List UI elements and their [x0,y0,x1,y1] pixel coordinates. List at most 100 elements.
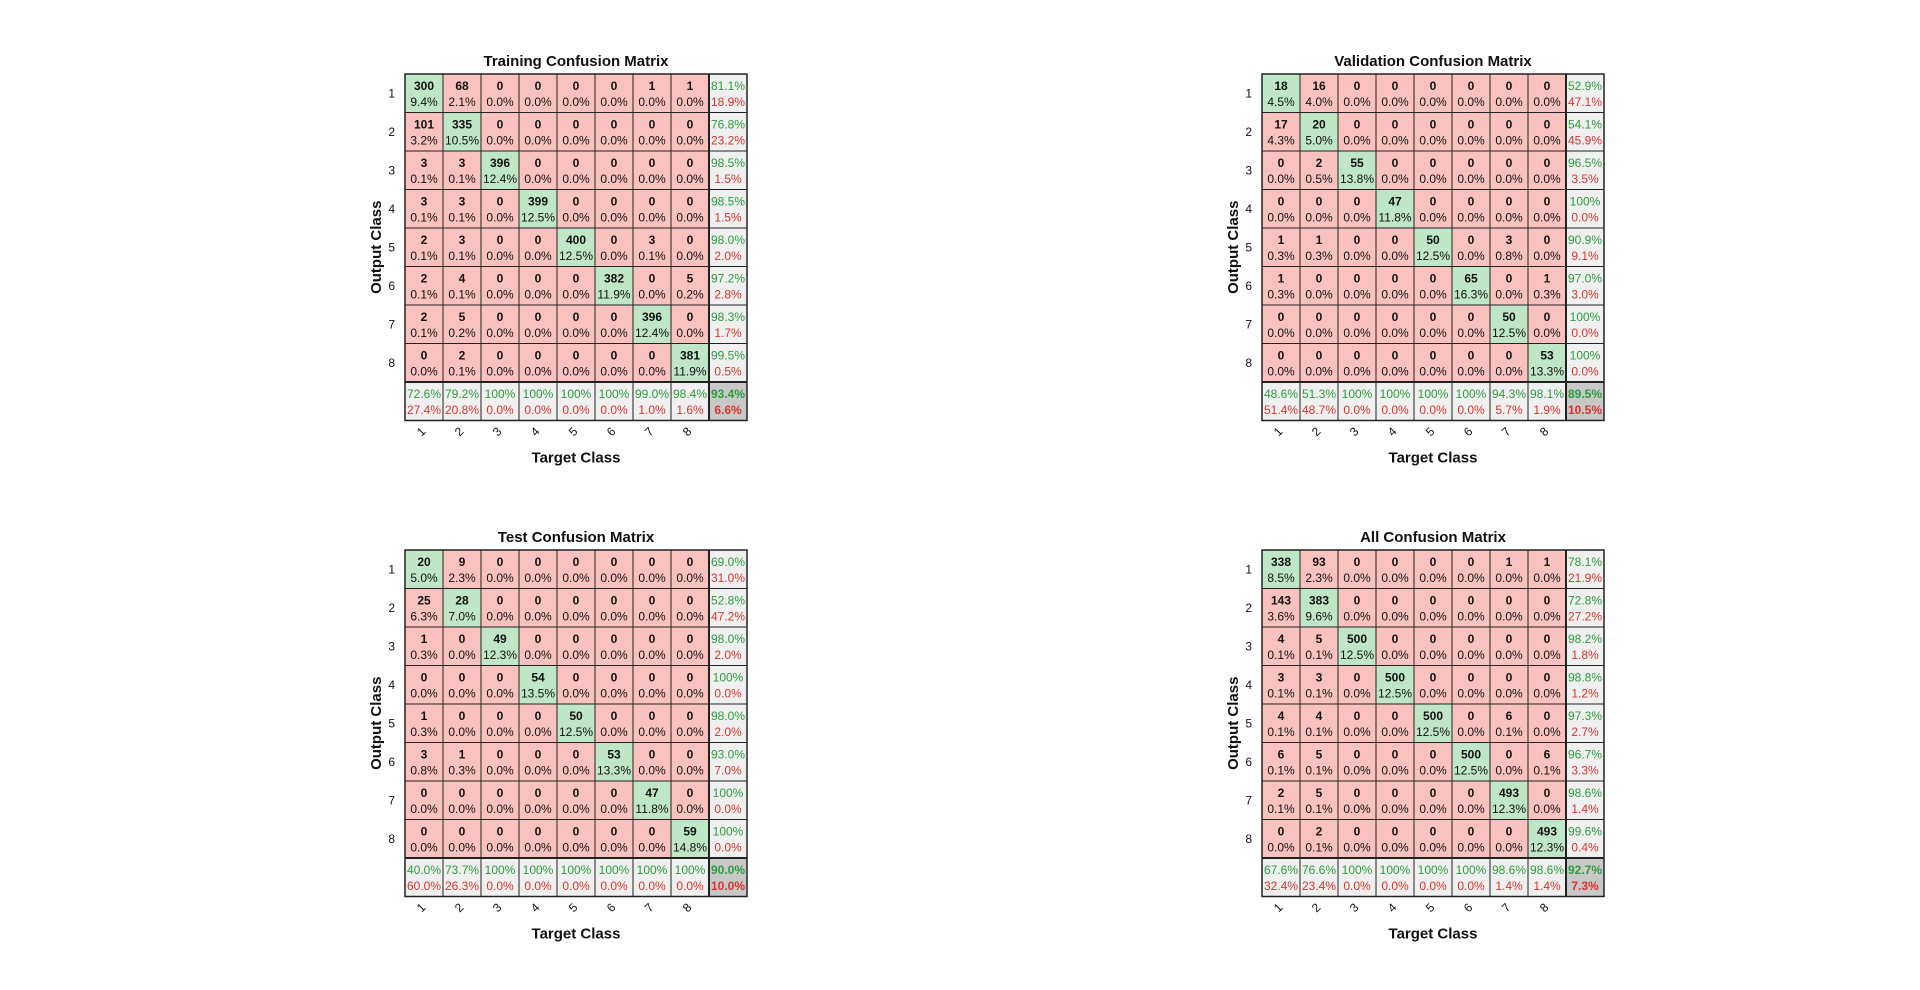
cell-percent: 0.1% [1267,725,1295,739]
matrix-cell [556,780,596,820]
cell-percent: 0.1% [1305,764,1333,778]
col-correct-percent: 79.2% [445,387,479,401]
matrix-cell [404,626,444,666]
cell-count: 0 [1392,709,1399,723]
matrix-cell [518,665,558,705]
cell-percent: 0.0% [524,610,552,624]
row-correct-percent: 98.5% [711,156,745,170]
y-tick-label: 6 [1245,279,1252,293]
row-correct-percent: 98.0% [711,632,745,646]
matrix-cell [404,227,444,267]
row-correct-percent: 100% [713,671,744,685]
cell-count: 0 [1430,349,1437,363]
cell-percent: 0.0% [1381,172,1409,186]
cell-percent: 0.1% [1305,725,1333,739]
cell-percent: 12.5% [559,249,593,263]
cell-percent: 3.2% [410,134,438,148]
cell-count: 0 [1468,310,1475,324]
matrix-cell [1299,703,1339,743]
cell-count: 20 [417,555,431,569]
cell-count: 1 [459,748,466,762]
x-tick-label: 6 [604,900,619,915]
cell-percent: 0.0% [1457,802,1485,816]
row-error-percent: 27.2% [1568,610,1602,624]
cell-count: 4 [1278,632,1285,646]
cell-count: 0 [1544,118,1551,132]
cell-count: 50 [569,709,583,723]
cell-percent: 0.0% [676,571,704,585]
cell-percent: 0.0% [600,211,628,225]
matrix-border [1261,73,1605,422]
cell-count: 0 [1316,310,1323,324]
cell-count: 4 [459,272,466,286]
cell-count: 0 [1316,349,1323,363]
cell-count: 0 [573,555,580,569]
summary-cell [708,189,748,229]
cell-count: 0 [1468,632,1475,646]
matrix-cell [442,703,482,743]
cell-percent: 0.0% [1419,841,1447,855]
y-axis-label: Output Class [368,201,385,294]
row-correct-percent: 100% [1570,310,1601,324]
row-correct-percent: 96.5% [1568,156,1602,170]
cell-count: 0 [1544,156,1551,170]
cell-count: 0 [1468,671,1475,685]
row-error-percent: 1.5% [714,172,742,186]
matrix-cell [670,703,710,743]
cell-count: 0 [459,632,466,646]
matrix-cell [1375,189,1415,229]
cell-count: 0 [1468,709,1475,723]
total-accuracy: 90.0% [711,863,745,877]
cell-percent: 0.0% [1305,211,1333,225]
row-correct-percent: 98.2% [1568,632,1602,646]
row-correct-percent: 99.6% [1568,825,1602,839]
cell-percent: 0.0% [676,211,704,225]
cell-percent: 0.0% [600,648,628,662]
matrix-cell [1337,189,1377,229]
col-correct-percent: 40.0% [407,863,441,877]
col-error-percent: 0.0% [524,879,552,893]
cell-percent: 0.0% [1533,249,1561,263]
matrix-cell [1375,150,1415,190]
cell-count: 0 [497,825,504,839]
cell-count: 55 [1350,156,1364,170]
cell-count: 2 [421,310,428,324]
cell-count: 0 [535,156,542,170]
cell-count: 0 [1430,632,1437,646]
cell-percent: 0.3% [1267,288,1295,302]
cell-count: 400 [566,233,586,247]
cell-count: 399 [528,195,548,209]
cell-count: 5 [1316,632,1323,646]
row-error-percent: 0.5% [714,365,742,379]
matrix-cell [518,189,558,229]
col-correct-percent: 100% [637,863,668,877]
cell-count: 9 [459,555,466,569]
cell-percent: 0.0% [638,687,666,701]
cell-count: 0 [535,118,542,132]
row-error-percent: 1.8% [1571,648,1599,662]
matrix-cell [1489,304,1529,344]
matrix-cell [670,665,710,705]
cell-count: 3 [421,748,428,762]
y-tick-label: 7 [1245,793,1252,807]
cell-count: 4 [1278,709,1285,723]
row-error-percent: 2.7% [1571,725,1599,739]
cell-count: 0 [1430,825,1437,839]
summary-cell [1299,857,1339,897]
cell-percent: 0.0% [1495,95,1523,109]
cell-count: 0 [1392,233,1399,247]
cell-percent: 0.0% [1419,172,1447,186]
col-correct-percent: 98.6% [1530,863,1564,877]
matrix-cell [1375,588,1415,628]
summary-cell [1565,626,1605,666]
cell-count: 1 [1278,272,1285,286]
cell-count: 47 [645,786,659,800]
cell-percent: 0.1% [1305,841,1333,855]
matrix-cell [594,266,634,306]
cell-count: 0 [1506,272,1513,286]
matrix-cell [632,780,672,820]
matrix-cell [480,665,520,705]
cell-count: 0 [573,79,580,93]
matrix-cell [480,703,520,743]
cell-percent: 0.0% [1343,725,1371,739]
